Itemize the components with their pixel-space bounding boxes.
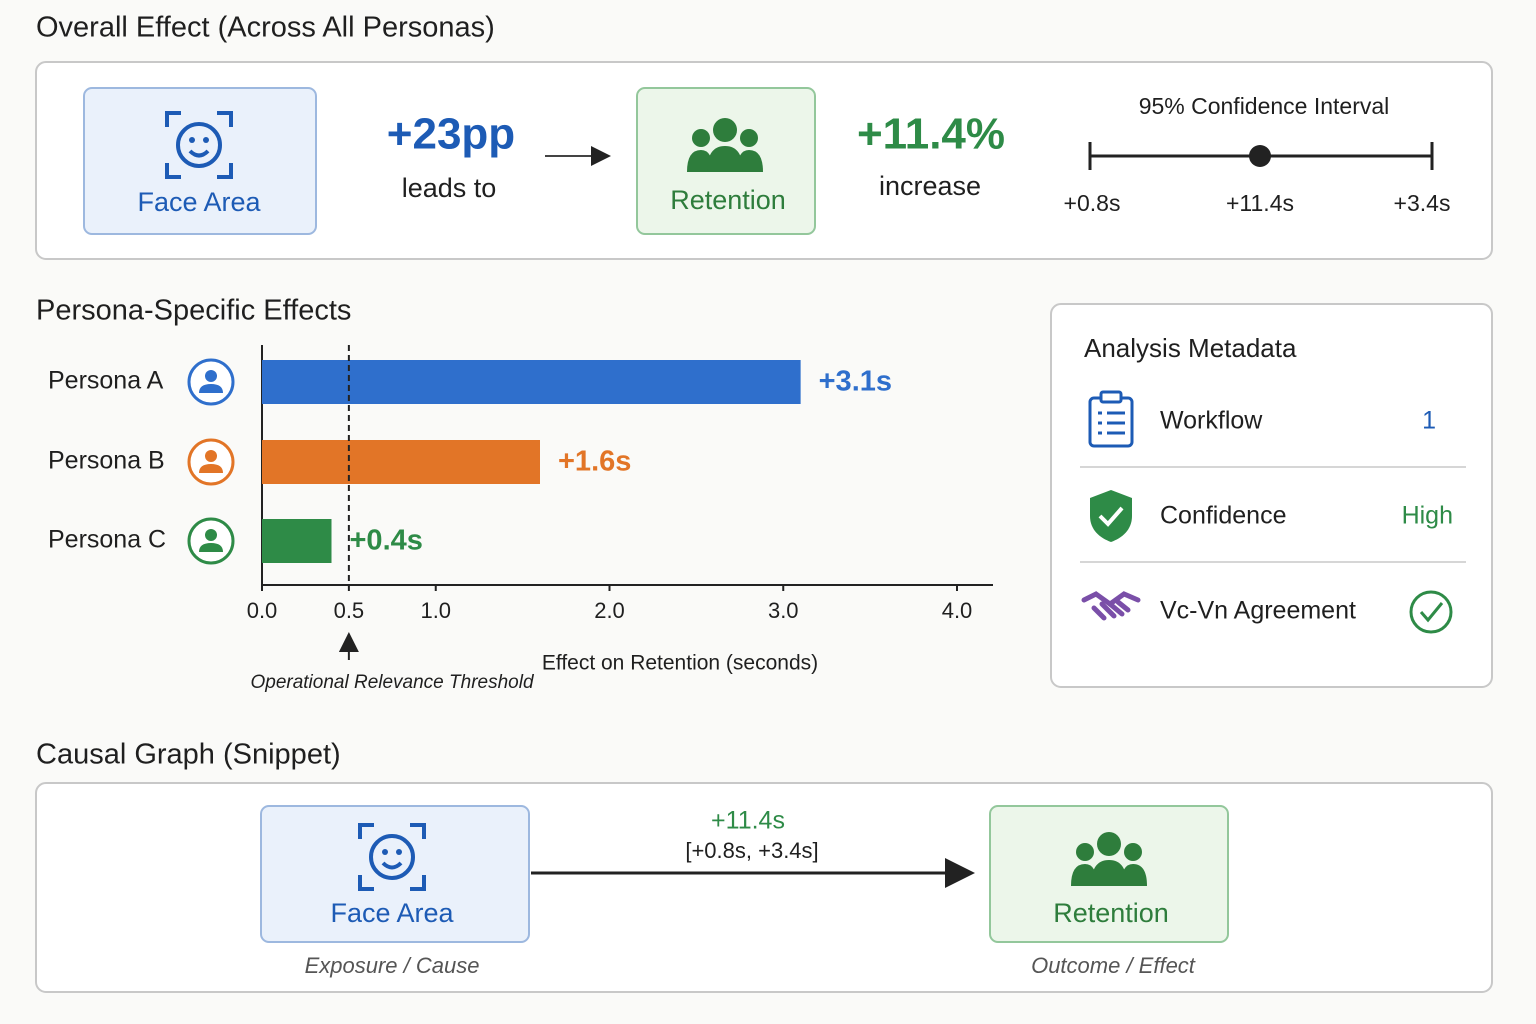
bracket [217, 163, 233, 179]
edge-interval: [+0.8s, +3.4s] [685, 838, 818, 863]
outcome-effect: +11.4% [857, 110, 1005, 159]
persona-body [199, 464, 223, 473]
section-title: Causal Graph (Snippet) [36, 739, 341, 771]
handshake-icon [1081, 591, 1141, 621]
persona-head [205, 529, 217, 541]
body [737, 150, 763, 172]
bar-chart: 0.0 0.5 1.0 2.0 3.0 4.0 Effect on Retention (s… [48, 345, 993, 693]
bracket [165, 163, 181, 179]
cause-label: Face Area [137, 187, 261, 217]
value-label: +3.1s [819, 366, 892, 398]
x-tick-label: 4.0 [942, 598, 973, 623]
ci-label: +3.4s [1394, 190, 1451, 216]
node-role: Outcome / Effect [1031, 953, 1196, 978]
eye [396, 849, 402, 855]
x-tick-label: 2.0 [594, 598, 625, 623]
head [740, 129, 758, 147]
node-role: Exposure / Cause [305, 953, 480, 978]
eye [382, 849, 388, 855]
ci-label: +0.8s [1064, 190, 1121, 216]
outcome-effect-note: increase [879, 171, 981, 201]
bracket [165, 111, 181, 127]
face [369, 834, 415, 880]
persona-head [205, 370, 217, 382]
eye [189, 137, 195, 143]
category-label: Persona B [48, 447, 165, 475]
head [1124, 843, 1142, 861]
metadata-value: 1 [1422, 407, 1436, 435]
body [687, 150, 713, 172]
body [707, 146, 743, 172]
group-icon [687, 118, 763, 172]
category-label: Persona C [48, 526, 166, 554]
head [713, 118, 737, 142]
x-tick-label: 0.0 [247, 598, 278, 623]
cause-effect: +23pp [387, 110, 515, 159]
value-label: +1.6s [558, 446, 631, 478]
bracket [410, 875, 426, 891]
smile [381, 861, 403, 870]
metadata-label: Confidence [1160, 502, 1286, 530]
outcome-label: Retention [670, 185, 786, 215]
ci-title: 95% Confidence Interval [1139, 93, 1390, 119]
metadata-label: Workflow [1160, 407, 1263, 435]
ci-label: +11.4s [1226, 190, 1294, 216]
head [692, 129, 710, 147]
node-label: Face Area [330, 898, 454, 928]
bracket [358, 823, 374, 839]
face [176, 122, 222, 168]
x-axis-label: Effect on Retention (seconds) [542, 652, 818, 675]
persona-head [205, 450, 217, 462]
bracket [217, 111, 233, 127]
cause-box [83, 87, 317, 235]
metadata-title: Analysis Metadata [1084, 333, 1297, 363]
head [1097, 832, 1121, 856]
body [1121, 864, 1147, 886]
cause-effect-note: leads to [402, 173, 497, 203]
bar [262, 440, 540, 484]
check-icon [1409, 590, 1453, 634]
metadata-label: Vc-Vn Agreement [1160, 597, 1356, 625]
shield-icon [1090, 490, 1132, 542]
face-icon [358, 823, 426, 891]
body [1091, 860, 1127, 886]
value-label: +0.4s [350, 525, 423, 557]
x-tick-label: 3.0 [768, 598, 799, 623]
node-label: Retention [1053, 898, 1169, 928]
head [1076, 843, 1094, 861]
chart-title: Persona-Specific Effects [36, 295, 351, 327]
clipboard-icon [1088, 390, 1134, 448]
cause-node [260, 805, 530, 943]
eye [203, 137, 209, 143]
persona-body [199, 384, 223, 393]
ci-point [1249, 145, 1271, 167]
persona-body [199, 543, 223, 552]
bar [262, 360, 801, 404]
section-title: Overall Effect (Across All Personas) [36, 12, 495, 44]
edge-estimate: +11.4s [711, 807, 785, 835]
x-tick-label: 0.5 [334, 598, 365, 623]
smile [188, 149, 210, 158]
threshold-label: Operational Relevance Threshold [250, 672, 534, 693]
metadata-value: High [1402, 502, 1453, 530]
bracket [410, 823, 426, 839]
x-tick-label: 1.0 [420, 598, 451, 623]
face-icon [165, 111, 233, 179]
bracket [358, 875, 374, 891]
metadata-panel [1050, 303, 1493, 688]
bar [262, 519, 332, 563]
group-icon [1071, 832, 1147, 886]
category-label: Persona A [48, 367, 164, 395]
body [1071, 864, 1097, 886]
